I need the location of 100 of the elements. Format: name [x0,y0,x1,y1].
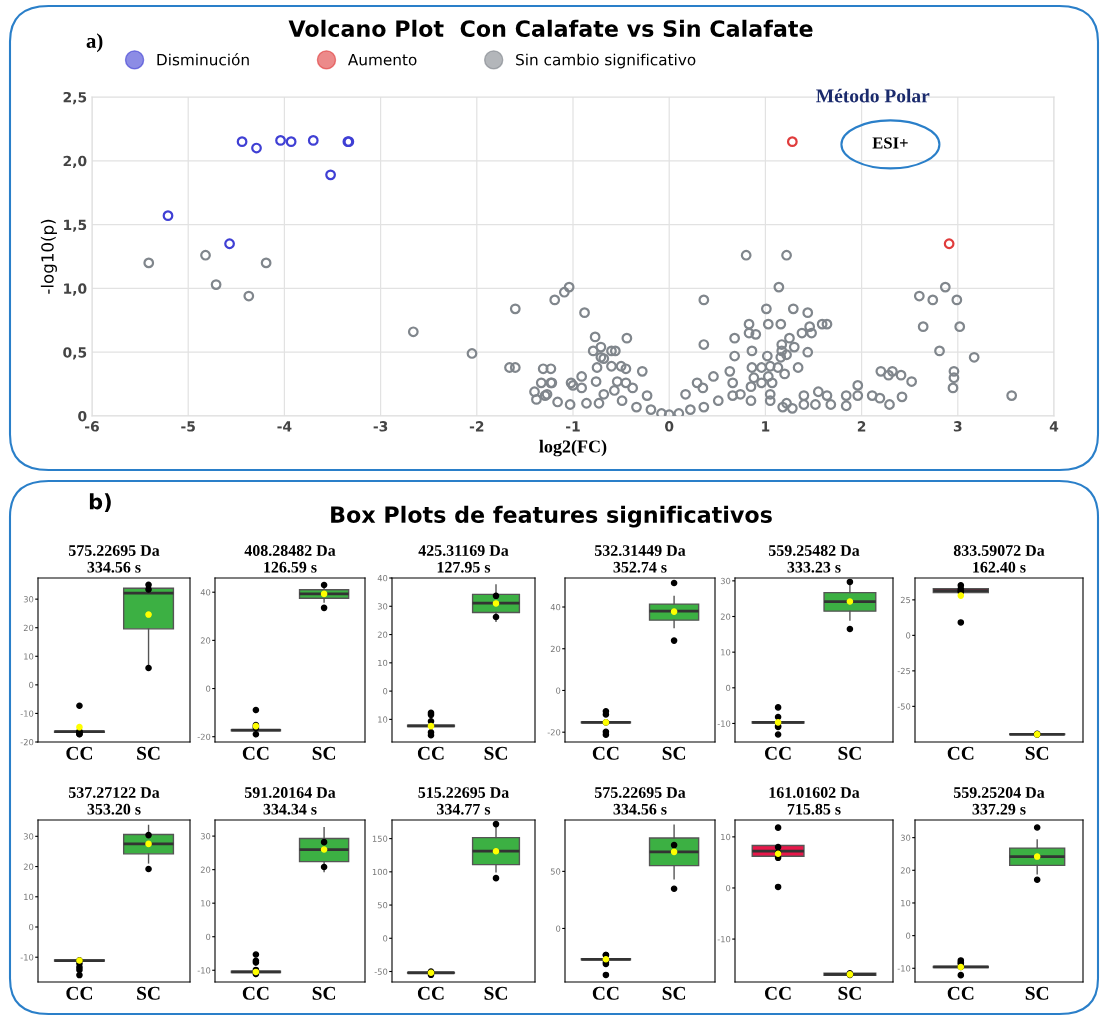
chart-title: Volcano Plot Con Calafate vs Sin Calafate [288,19,813,37]
y-tick-label: 20 [23,863,34,870]
x-tick-label: SC [484,986,507,1000]
y-tick-label: -10 [897,965,911,972]
legend-label: Disminución [157,53,249,66]
y-tick-label: 20 [200,866,211,873]
y-tick-label: 10 [721,833,731,841]
chart-title: 559.25204 Da 337.29 s [953,787,1045,815]
x-tick-label: 1 [762,421,770,432]
x-tick-label: -4 [277,421,292,432]
x-tick-label: 2 [857,421,866,432]
x-tick-label: -2 [469,421,484,432]
y-tick-label: 40 [200,589,211,596]
x-tick-label: SC [484,746,507,760]
y-tick-label: 20 [720,613,731,620]
y-tick-label: 10 [378,659,388,667]
x-tick-label: SC [838,746,861,760]
chart-title: 591.20164 Da 334.34 s [244,787,336,815]
y-tick-label: 1,5 [64,219,87,232]
y-tick-label: -10 [717,720,731,727]
y-tick-label: 0 [29,681,34,689]
annotation: Método Polar [816,88,930,103]
y-tick-label: 0 [906,932,911,939]
x-tick-label: CC [242,986,269,1000]
y-tick-label: 20 [200,637,211,644]
y-axis-title: -log10(p) [40,219,57,294]
y-tick-label: 0 [556,687,561,694]
x-tick-label: SC [137,746,160,760]
x-tick-label: -5 [181,421,195,432]
y-tick-label: -25 [897,667,911,675]
y-tick-label: 0 [726,684,731,692]
y-tick-label: 0 [383,688,388,695]
y-tick-label: 10 [201,900,211,907]
x-tick-label: -1 [566,421,580,432]
y-tick-label: -20 [547,729,561,736]
x-tick-label: CC [765,746,791,760]
y-tick-label: 0 [29,923,34,931]
y-tick-label: 0 [726,884,731,892]
x-tick-label: SC [312,986,336,1000]
x-tick-label: CC [66,746,93,760]
x-tick-label: SC [1025,746,1049,760]
x-tick-label: SC [312,746,336,760]
y-tick-label: -10 [20,954,34,961]
y-tick-label: 40 [377,574,388,582]
y-tick-label: 20 [23,624,34,631]
y-tick-label: 20 [900,867,911,874]
legend-label: Sin cambio significativo [516,53,696,69]
text: Box Plots de features significativos [331,505,772,528]
y-tick-label: 2,0 [63,155,87,169]
chart-title: 575.22695 Da 334.56 s [594,787,686,815]
y-tick-label: 0 [383,935,388,942]
x-axis-title: log2(FC) [539,439,607,457]
y-tick-label: 10 [24,893,34,901]
x-tick-label: CC [947,746,974,760]
chart-title: 408.28482 Da 126.59 s [244,545,336,573]
chart-title: 559.25482 Da 333.23 s [768,545,860,573]
y-tick-label: 0 [78,410,87,422]
x-tick-label: CC [417,746,444,760]
y-tick-label: -10 [197,967,211,974]
y-tick-label: 2,5 [63,91,87,105]
chart-title: 833.59072 Da 162.40 s [953,545,1045,573]
y-tick-label: 30 [900,834,911,841]
y-tick-label: -10 [20,710,34,717]
x-tick-label: SC [662,986,686,1000]
y-tick-label: 10 [24,653,34,660]
text: a) [86,33,103,53]
y-tick-label: 30 [200,833,211,840]
y-tick-label: 10 [378,716,388,723]
y-tick-label: 0 [206,933,211,941]
chart-title: 532.31449 Da 352.74 s [594,545,686,573]
text: b) [89,493,111,512]
x-tick-label: CC [592,746,619,760]
y-tick-label: 100 [372,868,388,876]
x-tick-label: 4 [1049,421,1059,432]
x-tick-label: SC [137,986,160,1000]
y-tick-label: 10 [901,899,911,907]
x-tick-label: CC [242,746,269,760]
chart-title: 425.31169 Da 127.95 s [418,545,509,573]
y-tick-label: 1,0 [64,283,87,296]
y-tick-label: 50 [377,902,388,909]
y-tick-label: 0 [906,632,911,639]
y-tick-label: -50 [897,703,911,710]
x-tick-label: CC [66,986,93,1000]
chart-title: 537.27122 Da 353.20 s [68,787,160,815]
legend-label: Aumento [347,54,417,66]
x-tick-label: 3 [953,421,962,432]
annotation: ESI+ [872,137,908,149]
x-tick-label: CC [947,986,974,1000]
y-tick-label: 30 [23,596,34,603]
y-tick-label: 30 [23,833,34,840]
x-tick-label: SC [662,746,686,760]
chart-title: 161.01602 Da 715.85 s [769,787,860,815]
x-tick-label: -6 [85,421,99,432]
y-tick-label: 0,5 [63,347,87,360]
y-tick-label: -20 [20,738,34,746]
y-tick-label: 20 [550,645,561,653]
chart-title: 575.22695 Da 334.56 s [68,545,160,573]
y-tick-label: 50 [550,868,561,875]
x-tick-label: CC [765,986,791,1000]
chart-title: 515.22695 Da 334.77 s [418,787,509,815]
